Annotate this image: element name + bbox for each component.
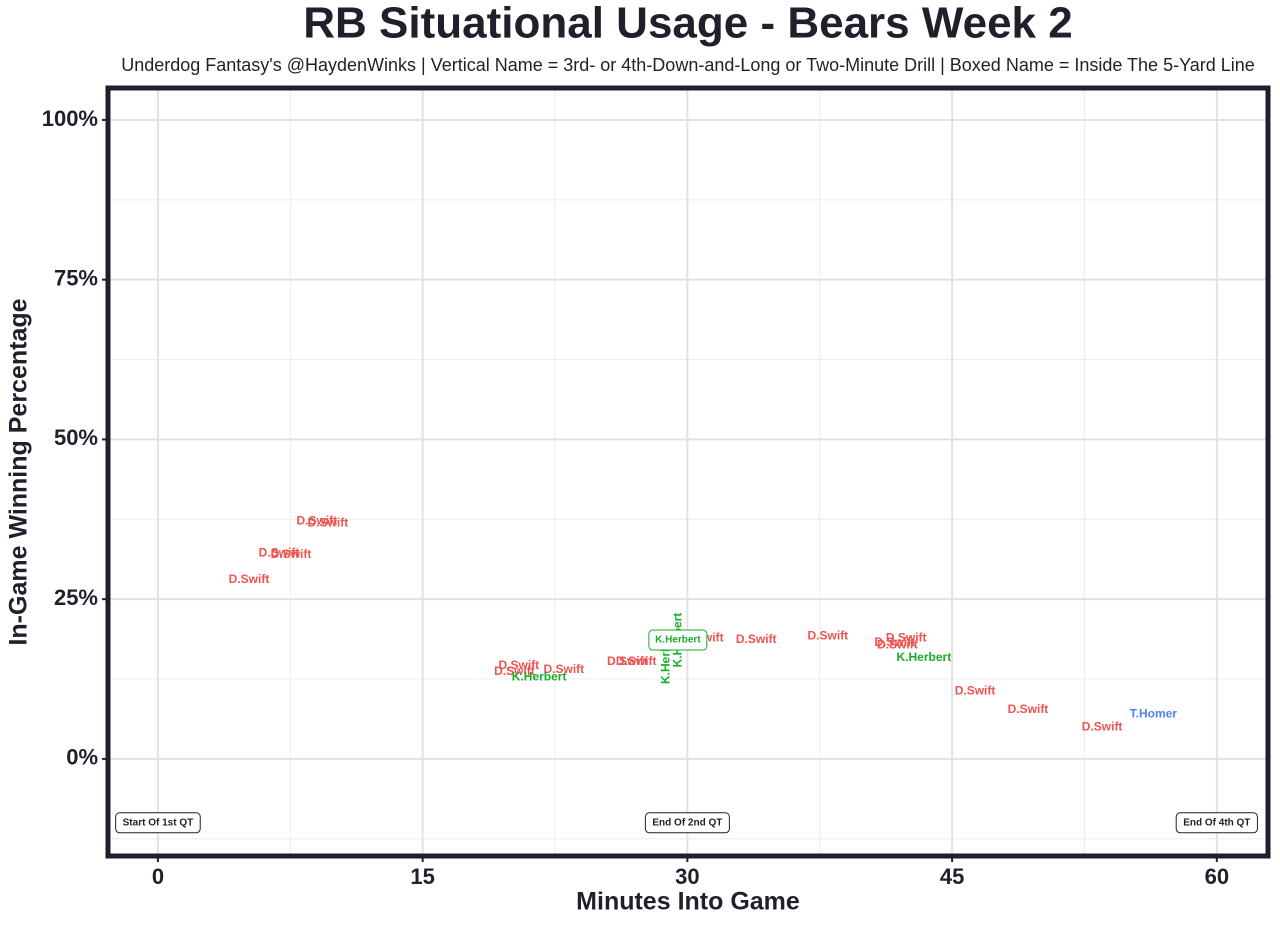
point-label: D.Swift	[494, 664, 535, 678]
x-tick-label: 45	[940, 864, 964, 889]
plot-border	[105, 85, 1271, 859]
annotation-box	[1175, 812, 1258, 834]
point-label: T.Homer	[1130, 706, 1178, 720]
annotation-box	[115, 812, 201, 834]
chart-title: RB Situational Usage - Bears Week 2	[303, 0, 1072, 48]
label-box	[648, 629, 708, 651]
point-label: K.Herbert	[897, 650, 952, 664]
y-tick-label: 75%	[54, 265, 98, 290]
annotation: End Of 4th QT	[1183, 817, 1250, 828]
point-label: D.Swift	[877, 637, 918, 651]
y-tick-label: 0%	[66, 745, 98, 770]
y-tick-label: 50%	[54, 425, 98, 450]
point-label: D.Swift	[259, 545, 300, 559]
point-label: K.Herbert	[655, 635, 701, 646]
point-label: D.Swift	[955, 683, 996, 697]
x-tick-label: 60	[1205, 864, 1229, 889]
x-tick-label: 15	[410, 864, 434, 889]
point-label: D.Swift	[736, 632, 777, 646]
x-axis-title: Minutes Into Game	[576, 888, 800, 916]
point-label: K.Herbert	[512, 669, 567, 683]
y-tick-label: 100%	[42, 106, 98, 131]
annotation-box	[644, 812, 730, 834]
x-tick-label: 30	[675, 864, 699, 889]
point-label: D.Swift	[296, 513, 337, 527]
point-label: D.Swift	[808, 628, 849, 642]
point-label: D.Swift	[308, 515, 349, 529]
point-label: D.Swift	[229, 572, 270, 586]
y-tick-label: 25%	[54, 585, 98, 610]
point-label: D.Swift	[544, 662, 585, 676]
point-label: D.Swift	[607, 654, 648, 668]
point-label: D.Swift	[874, 635, 915, 649]
annotation: End Of 2nd QT	[652, 817, 722, 828]
point-label: D.Swift	[1008, 702, 1049, 716]
y-axis-title: In-Game Winning Percentage	[5, 298, 33, 645]
point-label: D.Swift	[1082, 720, 1123, 734]
annotation: Start Of 1st QT	[123, 817, 194, 828]
point-label: D.Swift	[271, 547, 312, 561]
chart-subtitle: Underdog Fantasy's @HaydenWinks | Vertic…	[121, 55, 1255, 75]
point-label: D.Swift	[886, 630, 927, 644]
point-label: D.Swift	[616, 654, 657, 668]
x-tick-label: 0	[152, 864, 164, 889]
point-label: D.Swift	[499, 658, 540, 672]
